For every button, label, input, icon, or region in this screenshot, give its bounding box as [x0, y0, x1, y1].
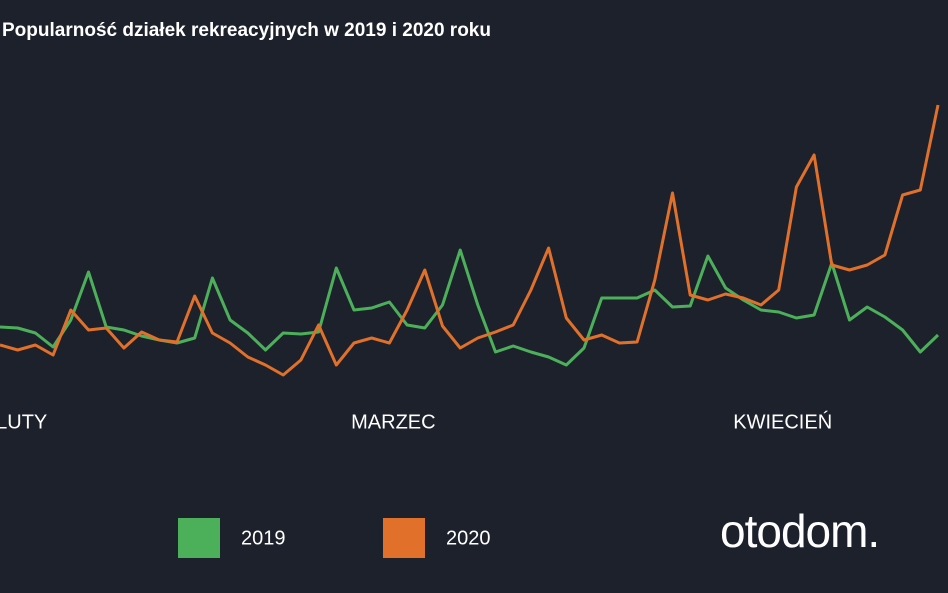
legend-label: 2020 — [446, 527, 491, 549]
legend-swatch — [383, 518, 425, 558]
x-tick-label: LUTY — [0, 411, 47, 433]
x-tick-label: KWIECIEŃ — [733, 410, 832, 433]
legend-swatch — [178, 518, 220, 558]
legend-label: 2019 — [241, 527, 286, 549]
logo: otodom. — [720, 505, 879, 557]
line-series — [0, 104, 940, 377]
x-tick-label: MARZEC — [351, 411, 435, 433]
chart-title: Popularność działek rekreacyjnych w 2019… — [2, 20, 491, 41]
